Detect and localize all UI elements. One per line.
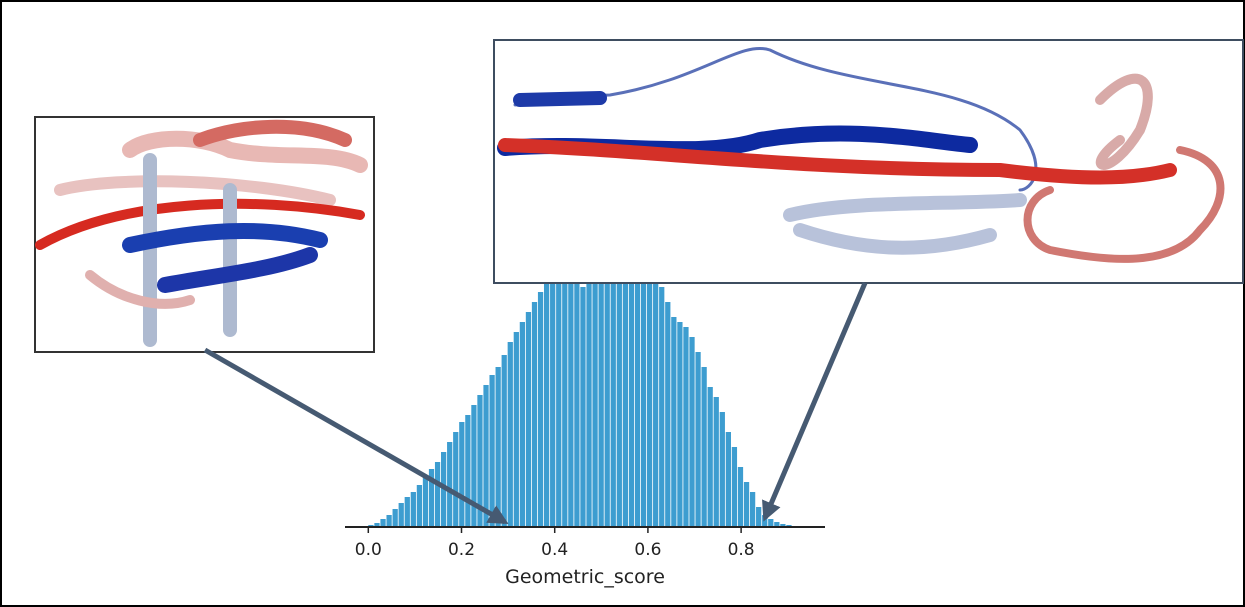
bar (489, 375, 495, 527)
protein-ribbon (497, 47, 1225, 263)
bar (543, 282, 550, 527)
bar (689, 337, 695, 527)
x-tick-label: 0.4 (541, 540, 568, 560)
bar (768, 519, 774, 527)
x-tick-label: 0.2 (448, 540, 475, 560)
bar (677, 322, 683, 527)
bar (774, 522, 780, 527)
bar (701, 367, 707, 527)
bar (756, 507, 762, 527)
bar (374, 523, 380, 527)
bar (453, 432, 459, 527)
bar (604, 259, 610, 527)
bar (428, 469, 435, 527)
bar (380, 519, 386, 527)
bar (622, 202, 629, 527)
bar (556, 272, 562, 527)
bar (513, 332, 519, 527)
bar (780, 524, 786, 527)
bar (725, 432, 731, 527)
arrow (762, 282, 868, 522)
bar (386, 515, 392, 527)
bar (410, 492, 416, 527)
arrow (203, 347, 509, 525)
bar (659, 287, 665, 527)
bar (465, 415, 471, 527)
bar (550, 277, 556, 527)
bar (447, 442, 453, 527)
x-tick-label: 0.8 (728, 540, 755, 560)
bar (586, 267, 592, 527)
bar (459, 422, 465, 527)
bar (392, 509, 398, 527)
x-tick-label: 0.0 (355, 540, 382, 560)
bar (568, 272, 574, 527)
bar (404, 497, 410, 527)
x-tick-label: 0.6 (634, 540, 661, 560)
bar (483, 385, 489, 527)
bar (477, 395, 483, 527)
bar (640, 237, 647, 527)
bar (574, 277, 580, 527)
bar (507, 342, 513, 527)
protein-ribbon (35, 119, 368, 347)
bar (519, 322, 526, 527)
bar (646, 257, 653, 527)
bar (683, 327, 689, 527)
x-axis-label: Geometric_score (505, 566, 665, 588)
bar (422, 477, 429, 527)
bar (671, 317, 677, 527)
bar (562, 272, 568, 527)
bar (580, 287, 586, 527)
bar (610, 252, 616, 527)
bar (495, 367, 501, 527)
bar (737, 467, 744, 527)
bar (634, 232, 641, 527)
structure-insets (34, 39, 1244, 525)
bar (707, 387, 713, 527)
bar (592, 262, 598, 527)
bar (719, 412, 725, 527)
bar (434, 462, 441, 527)
bar (537, 292, 544, 527)
bar (665, 302, 671, 527)
bar (471, 405, 477, 527)
bar (731, 447, 738, 527)
bar (713, 397, 719, 527)
bar (743, 482, 750, 527)
histogram: 0.0 0.2 0.4 0.6 0.8 Geometric_score (345, 193, 825, 588)
bar (598, 257, 604, 527)
bar (531, 302, 538, 527)
bar (628, 193, 635, 527)
bar (416, 485, 423, 527)
bar (749, 492, 756, 527)
bar (616, 227, 622, 527)
bar (695, 352, 701, 527)
bar (653, 277, 659, 527)
bar (398, 503, 404, 527)
bar (525, 312, 532, 527)
bar (501, 355, 507, 527)
